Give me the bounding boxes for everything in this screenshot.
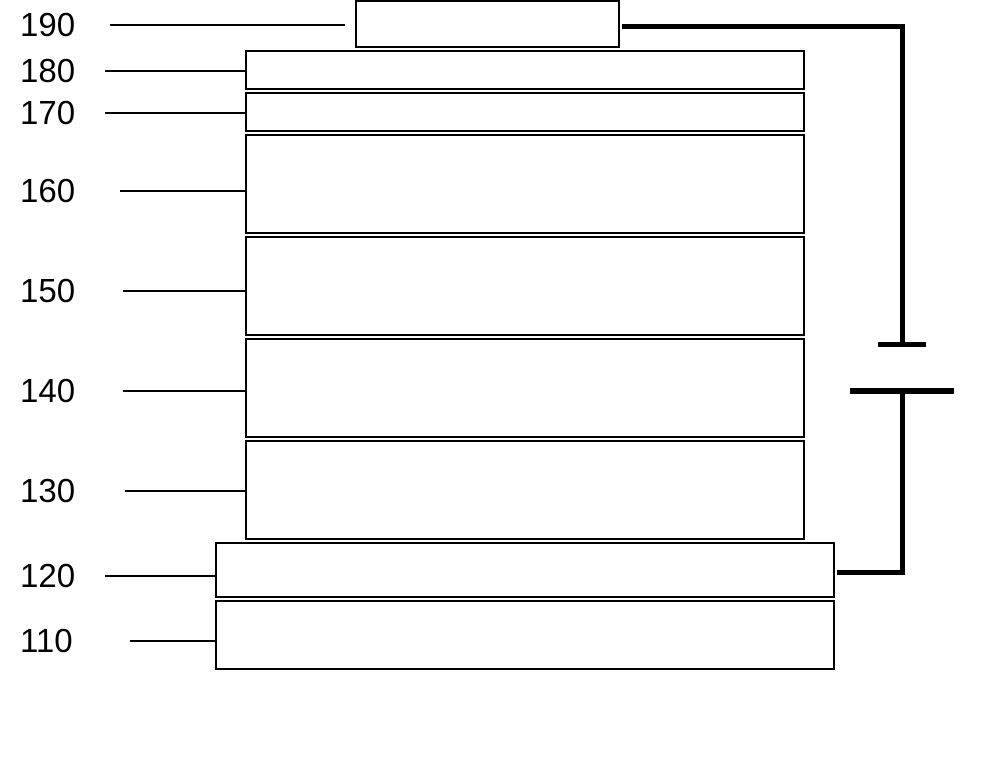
leader-190 (110, 24, 345, 26)
layer-190 (355, 0, 620, 48)
label-120: 120 (20, 557, 75, 595)
label-150: 150 (20, 272, 75, 310)
label-110: 110 (20, 622, 73, 660)
layer-140 (245, 338, 805, 438)
wire-right-upper (900, 24, 905, 342)
label-190: 190 (20, 6, 75, 44)
label-130: 130 (20, 472, 75, 510)
layer-110 (215, 600, 835, 670)
wire-top (622, 24, 904, 29)
layer-160 (245, 134, 805, 234)
wire-right-lower (900, 388, 905, 570)
layer-120 (215, 542, 835, 598)
diagram-canvas: 190 180 170 160 150 140 130 120 110 (0, 0, 1000, 757)
label-160: 160 (20, 172, 75, 210)
battery-plate-long (850, 388, 954, 394)
layer-170 (245, 92, 805, 132)
label-170: 170 (20, 94, 75, 132)
label-180: 180 (20, 52, 75, 90)
layer-180 (245, 50, 805, 90)
layer-150 (245, 236, 805, 336)
wire-bottom (837, 570, 905, 575)
label-140: 140 (20, 372, 75, 410)
layer-130 (245, 440, 805, 540)
battery-plate-short (878, 342, 926, 347)
